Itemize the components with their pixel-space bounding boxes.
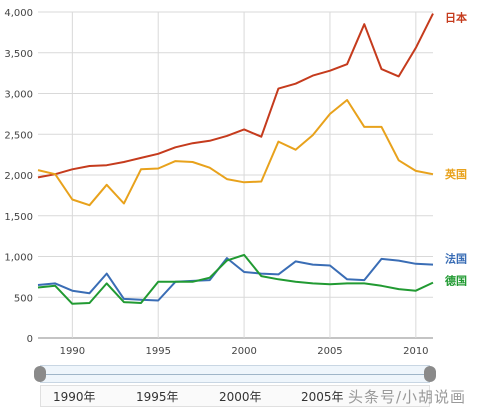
navigator-label-1990: 1990年 bbox=[53, 390, 96, 404]
x-tick-label: 2005 bbox=[317, 346, 342, 357]
y-tick-label: 500 bbox=[14, 293, 33, 304]
y-tick-label: 3,500 bbox=[4, 49, 33, 60]
y-tick-label: 4,000 bbox=[4, 8, 33, 19]
y-tick-label: 0 bbox=[27, 334, 33, 345]
navigator-label-1995: 1995年 bbox=[136, 390, 179, 404]
series-label-0: 日本 bbox=[445, 11, 467, 25]
y-tick-label: 1,500 bbox=[4, 212, 33, 223]
x-tick-label: 1990 bbox=[60, 346, 85, 357]
series-line-0 bbox=[37, 13, 434, 179]
x-tick-label: 2010 bbox=[403, 346, 428, 357]
y-tick-label: 1,000 bbox=[4, 253, 33, 264]
series-lines bbox=[37, 13, 434, 305]
x-tick-labels: 1990 1995 2000 2005 2010 bbox=[60, 346, 429, 357]
series-label-2: 法国 bbox=[445, 252, 467, 266]
navigator-mini-line bbox=[45, 374, 425, 375]
navigator-axis: 1990年 1995年 2000年 2005年 bbox=[40, 385, 430, 407]
navigator-label-2000: 2000年 bbox=[219, 390, 262, 404]
y-tick-label: 2,500 bbox=[4, 130, 33, 141]
grid-lines bbox=[38, 11, 433, 339]
x-tick-label: 1995 bbox=[145, 346, 170, 357]
x-tick-label: 2000 bbox=[231, 346, 256, 357]
navigator-label-2005: 2005年 bbox=[301, 390, 344, 404]
y-tick-labels: 0 500 1,000 1,500 2,000 2,500 3,000 3,500 4,000 bbox=[4, 8, 33, 345]
y-tick-label: 2,000 bbox=[4, 171, 33, 182]
series-line-2 bbox=[37, 257, 434, 302]
navigator-right-handle[interactable] bbox=[424, 366, 436, 382]
series-line-1 bbox=[37, 99, 434, 207]
y-tick-label: 3,000 bbox=[4, 90, 33, 101]
series-line-3 bbox=[37, 253, 434, 305]
navigator-left-handle[interactable] bbox=[34, 366, 46, 382]
series-label-3: 德国 bbox=[444, 274, 467, 288]
range-navigator[interactable]: 1990年 1995年 2000年 2005年 bbox=[34, 365, 436, 409]
watermark: 头条号/小胡说画 bbox=[348, 388, 467, 406]
series-label-1: 英国 bbox=[444, 167, 467, 181]
navigator-track[interactable] bbox=[40, 365, 430, 383]
line-chart: 05001,0001,5002,0002,5003,0003,5004,000 … bbox=[4, 8, 467, 357]
